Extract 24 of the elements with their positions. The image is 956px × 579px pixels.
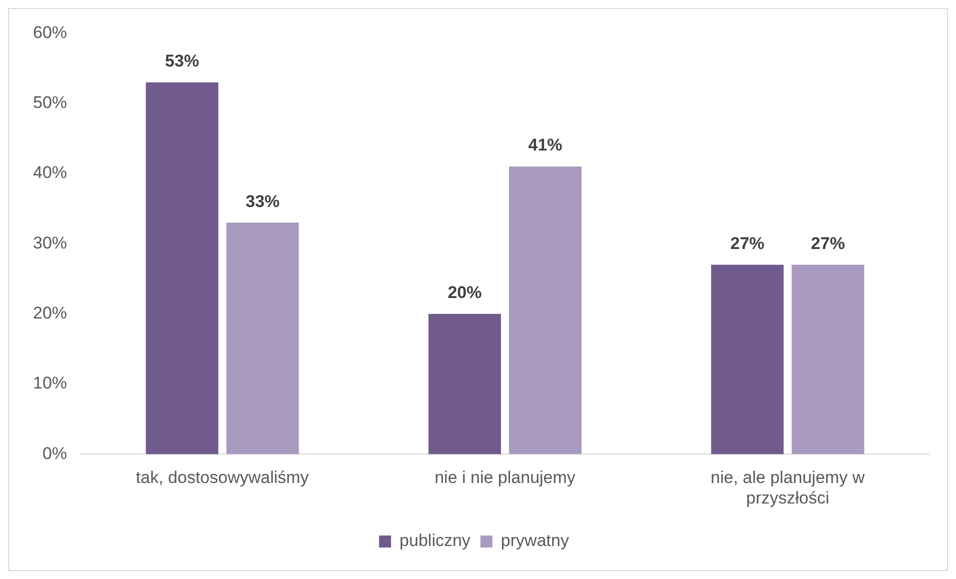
y-tick-label: 40% bbox=[32, 163, 68, 182]
bar bbox=[792, 264, 864, 454]
legend-label: publiczny bbox=[400, 531, 471, 550]
data-label: 20% bbox=[448, 283, 482, 302]
bar bbox=[711, 264, 784, 454]
data-label: 27% bbox=[810, 234, 845, 253]
data-label: 41% bbox=[528, 136, 562, 155]
y-tick-label: 20% bbox=[32, 304, 68, 323]
bar bbox=[509, 166, 582, 454]
x-tick-label: nie i nie planujemy bbox=[434, 468, 576, 488]
y-tick-label: 50% bbox=[32, 93, 68, 112]
x-tick-label: nie, ale planujemy w przyszłości bbox=[710, 468, 866, 508]
data-label: 33% bbox=[246, 192, 280, 211]
bar bbox=[146, 82, 218, 454]
y-tick-label: 60% bbox=[32, 22, 68, 42]
x-tick-label: tak, dostosowywaliśmy bbox=[136, 468, 310, 488]
legend-label: prywatny bbox=[500, 531, 570, 550]
data-label: 53% bbox=[165, 52, 200, 71]
data-label: 27% bbox=[730, 234, 764, 253]
bar bbox=[226, 222, 299, 454]
bar bbox=[428, 314, 501, 454]
y-tick-label: 0% bbox=[42, 444, 68, 463]
y-tick-label: 10% bbox=[32, 374, 68, 393]
y-tick-label: 30% bbox=[32, 233, 68, 252]
